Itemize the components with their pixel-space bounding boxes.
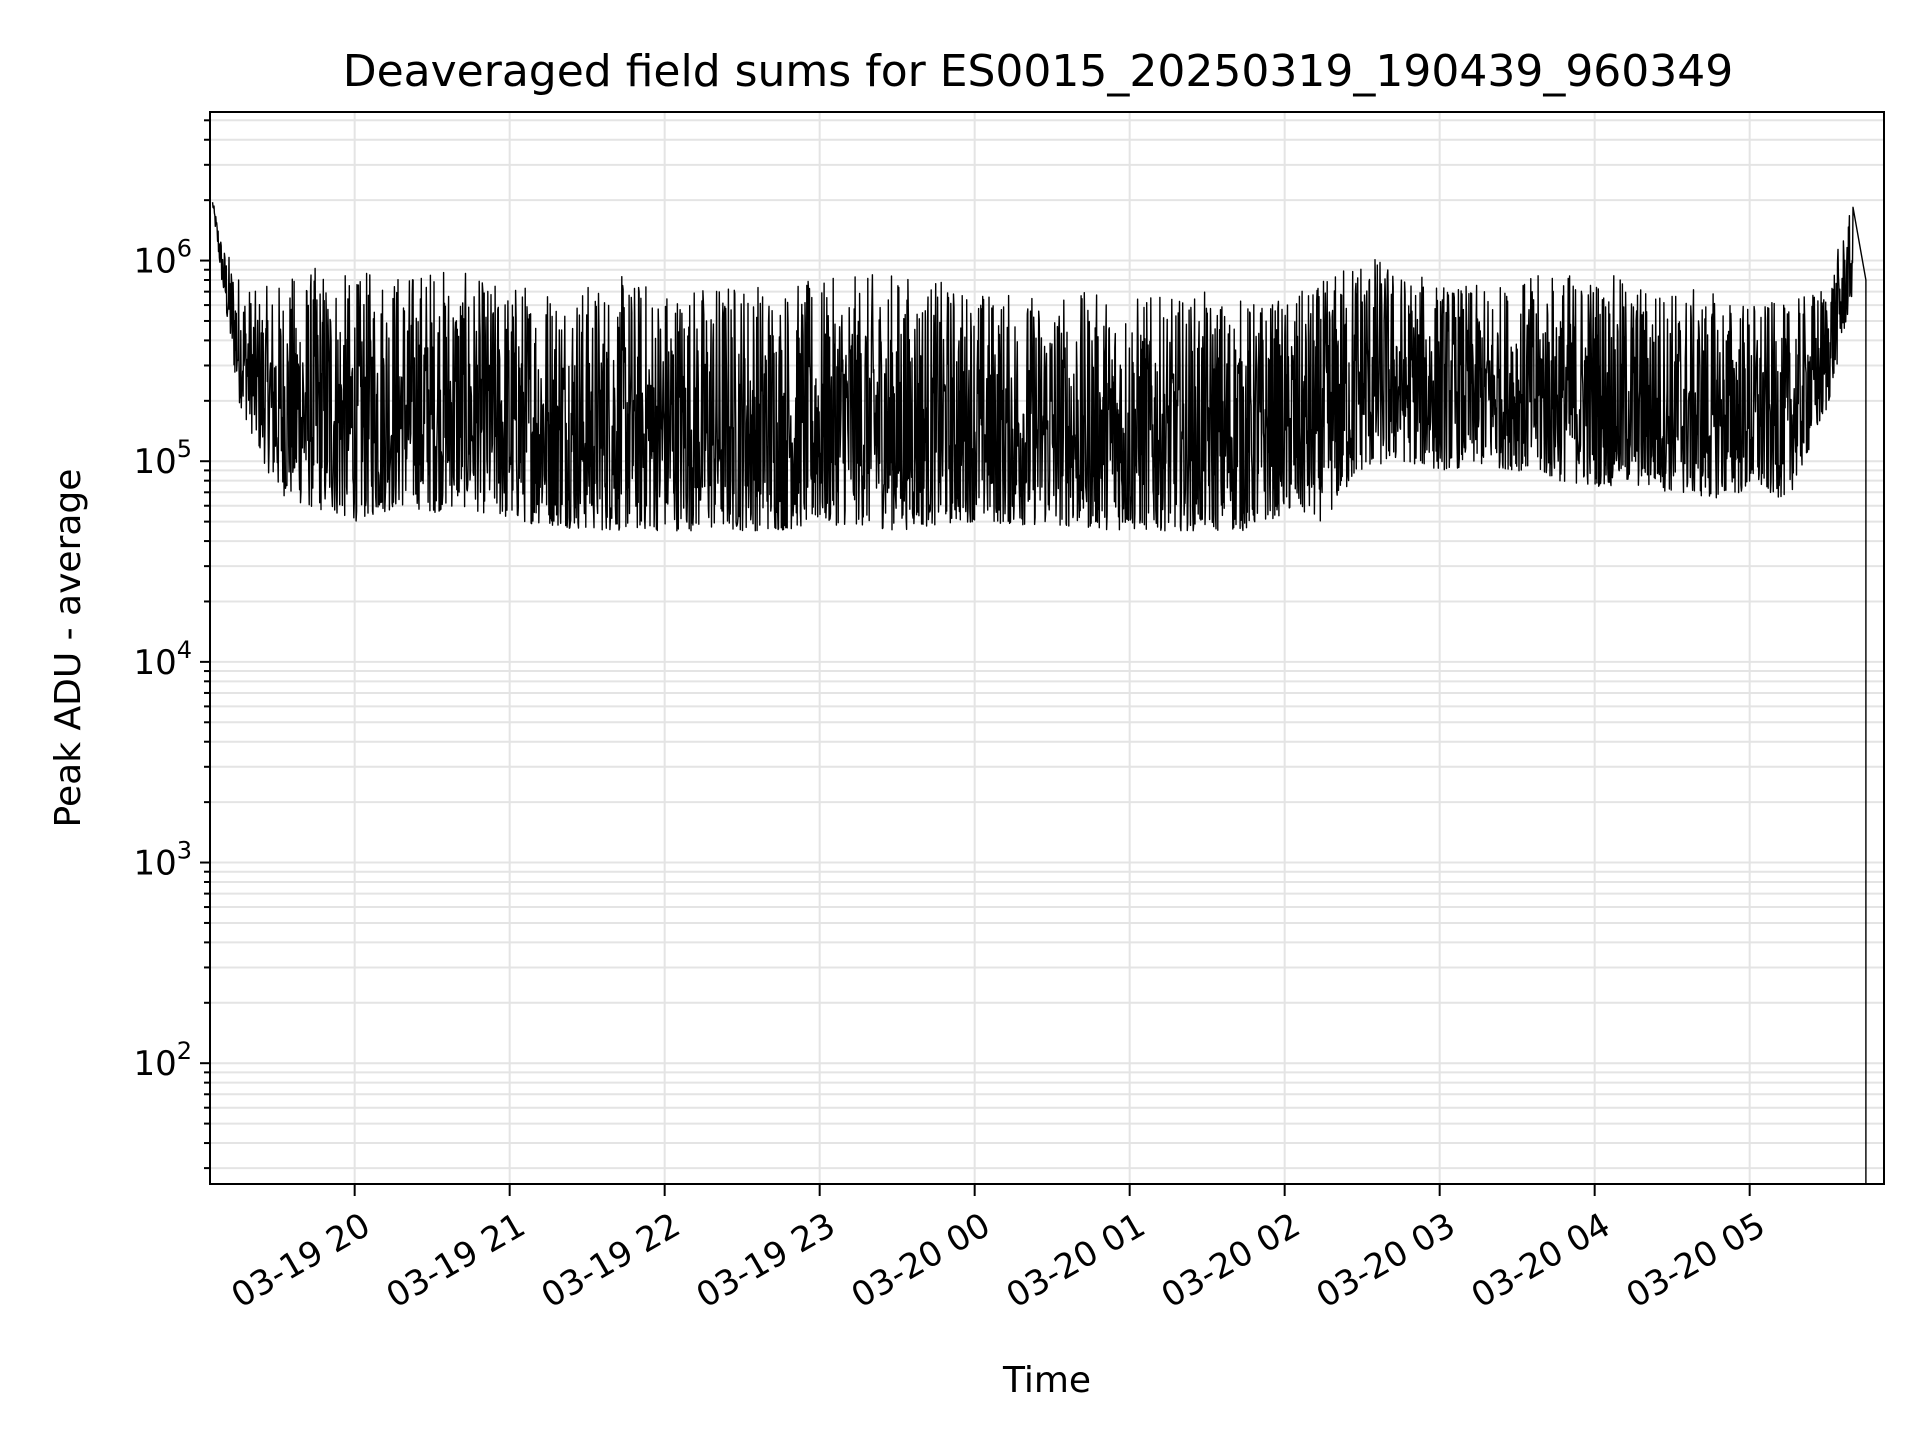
y-tick-label: 103 <box>133 837 192 884</box>
x-axis: 03-19 20 03-19 21 03-19 22 03-19 23 03-20 00… <box>225 1184 1772 1316</box>
x-tick-label: 03-20 01 <box>1000 1205 1152 1316</box>
y-tick-base: 10 <box>133 442 176 482</box>
y-tick-base: 10 <box>133 1044 176 1084</box>
series-layer <box>211 202 1867 1184</box>
series-line <box>211 202 1867 1184</box>
y-tick-exponent: 5 <box>177 435 192 463</box>
y-tick-base: 10 <box>133 844 176 884</box>
x-tick-label: 03-19 22 <box>535 1205 687 1316</box>
x-tick-label: 03-20 05 <box>1620 1205 1772 1316</box>
y-tick-exponent: 2 <box>177 1037 192 1065</box>
y-tick-label: 105 <box>133 435 192 482</box>
x-axis-label: Time <box>1002 1360 1091 1401</box>
x-tick-label: 03-19 20 <box>225 1205 377 1316</box>
x-tick-label: 03-20 04 <box>1465 1205 1617 1316</box>
y-tick-base: 10 <box>133 242 176 282</box>
x-tick-label: 03-20 02 <box>1155 1205 1307 1316</box>
y-tick-label: 102 <box>133 1037 192 1084</box>
plot-frame <box>209 111 1885 1185</box>
y-tick-exponent: 3 <box>177 837 192 865</box>
x-tick-label: 03-20 03 <box>1310 1205 1462 1316</box>
y-tick-base: 10 <box>133 643 176 683</box>
y-tick-label: 104 <box>133 636 192 683</box>
grid-lines <box>210 112 1884 1184</box>
y-tick-exponent: 4 <box>177 636 192 664</box>
y-axis-label: Peak ADU - average <box>48 469 89 828</box>
y-tick-exponent: 6 <box>177 235 192 263</box>
x-tick-label: 03-19 21 <box>380 1205 532 1316</box>
chart-title: Deaveraged field sums for ES0015_2025031… <box>343 46 1734 97</box>
x-tick-label: 03-20 00 <box>845 1205 997 1316</box>
x-tick-label: 03-19 23 <box>690 1205 842 1316</box>
y-tick-label: 106 <box>133 235 192 282</box>
